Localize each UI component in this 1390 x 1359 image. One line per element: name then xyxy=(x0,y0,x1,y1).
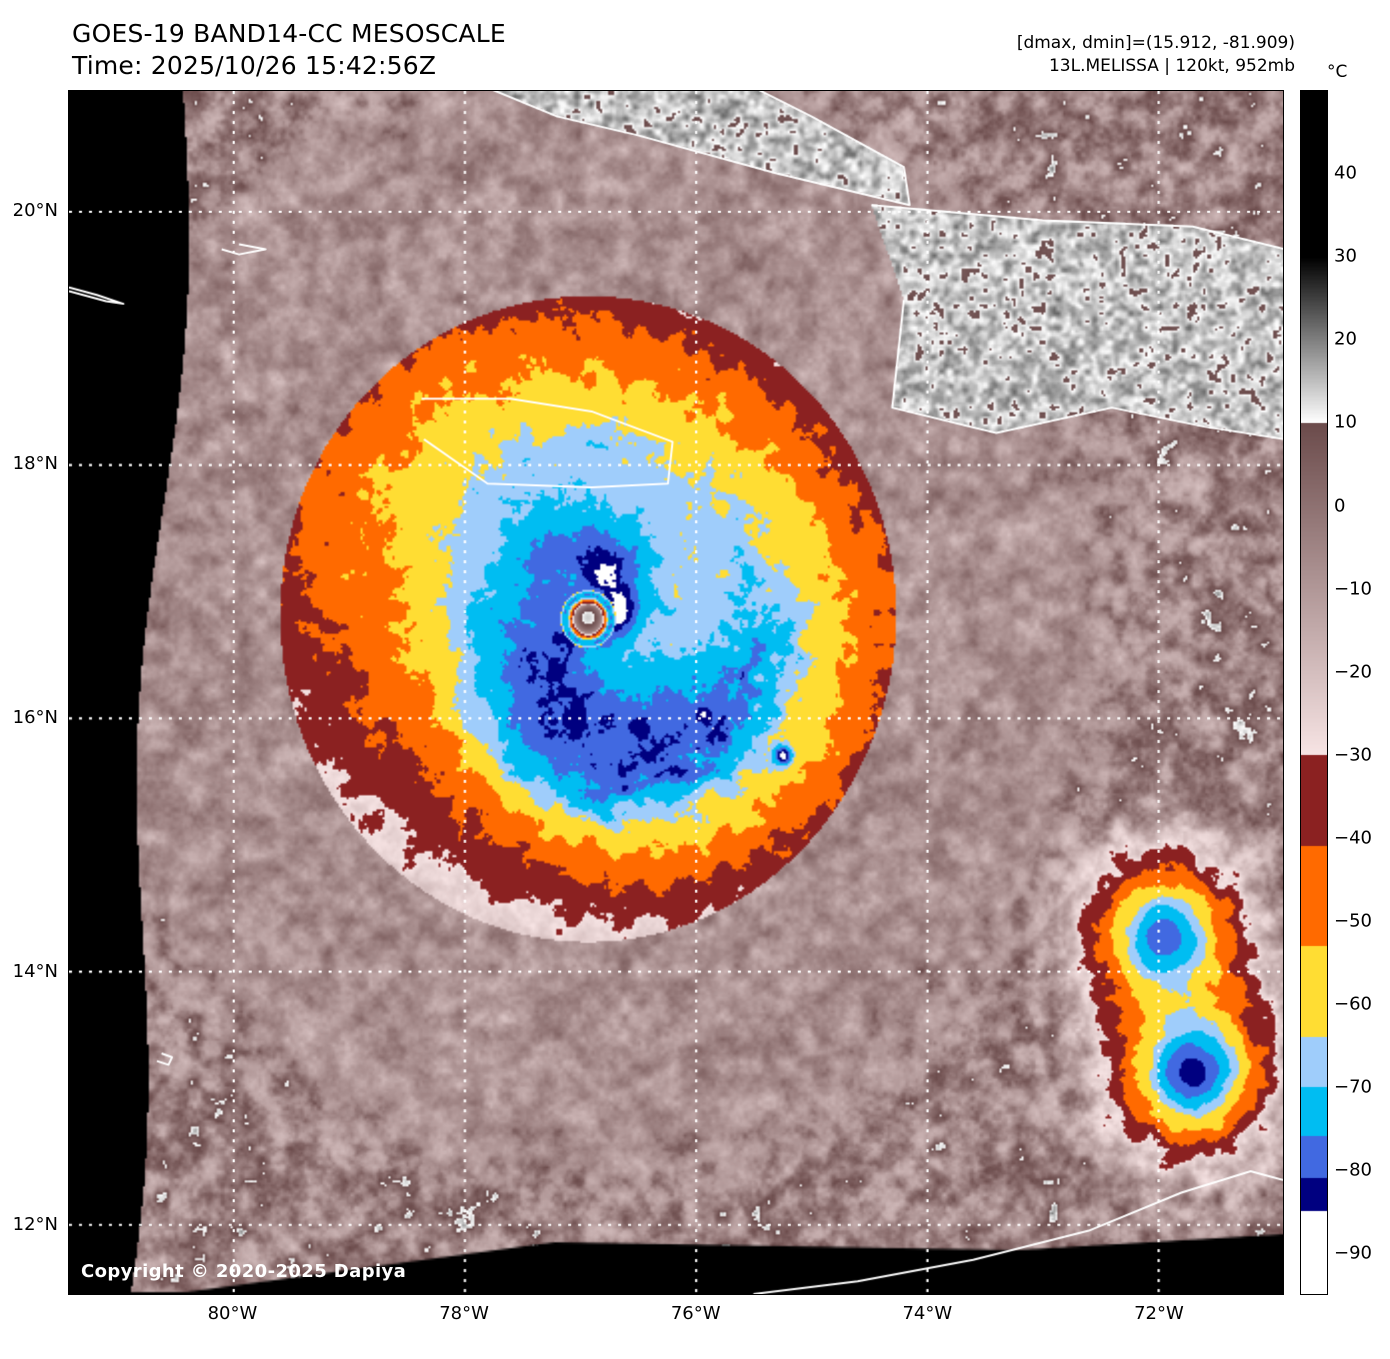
storm-info-label: 13L.MELISSA | 120kt, 952mb xyxy=(1048,56,1295,76)
colorbar-tick-5: −10 xyxy=(1334,578,1372,600)
x-axis-tick-0: 80°W xyxy=(207,1303,258,1324)
y-axis-tick-label: 16°N xyxy=(12,706,58,728)
colorbar[interactable] xyxy=(1300,90,1328,1295)
page-title: GOES-19 BAND14-CC MESOSCALE xyxy=(72,19,506,48)
x-axis-tick-4: 72°W xyxy=(1134,1303,1184,1324)
grid-and-coastline-overlay xyxy=(69,91,1283,1294)
satellite-image-plot[interactable]: Copyright © 2020-2025 Dapiya xyxy=(68,90,1284,1295)
colorbar-tick-9: −50 xyxy=(1334,910,1372,932)
x-axis-tick-2: 76°W xyxy=(670,1303,721,1324)
colorbar-unit-label: °C xyxy=(1327,62,1348,82)
colorbar-tick-4: 0 xyxy=(1334,495,1346,517)
colorbar-tick-11: −70 xyxy=(1334,1076,1372,1098)
colorbar-tick-8: −40 xyxy=(1334,827,1372,849)
x-axis-tick-3: 74°W xyxy=(902,1303,953,1324)
timestamp-label: Time: 2025/10/26 15:42:56Z xyxy=(72,51,437,80)
dmax-dmin-label: [dmax, dmin]=(15.912, -81.909) xyxy=(1016,33,1295,53)
metadata-block: [dmax, dmin]=(15.912, -81.909) 13L.MELIS… xyxy=(1017,32,1295,78)
colorbar-tick-12: −80 xyxy=(1334,1159,1372,1181)
y-axis-tick-label: 20°N xyxy=(12,199,58,221)
colorbar-canvas xyxy=(1301,91,1327,1294)
colorbar-tick-6: −20 xyxy=(1334,661,1372,683)
colorbar-tick-1: 30 xyxy=(1334,245,1357,267)
title-block: GOES-19 BAND14-CC MESOSCALE Time: 2025/1… xyxy=(72,18,506,82)
colorbar-tick-2: 20 xyxy=(1334,328,1357,350)
y-axis-tick-label: 12°N xyxy=(12,1214,58,1236)
colorbar-tick-0: 40 xyxy=(1334,162,1357,184)
y-axis-tick-label: 18°N xyxy=(12,453,58,475)
y-axis-tick-label: 14°N xyxy=(12,960,58,982)
colorbar-tick-10: −60 xyxy=(1334,993,1372,1015)
colorbar-tick-3: 10 xyxy=(1334,411,1357,433)
copyright-label: Copyright © 2020-2025 Dapiya xyxy=(81,1261,407,1282)
x-axis-tick-1: 78°W xyxy=(439,1303,489,1324)
colorbar-tick-7: −30 xyxy=(1334,744,1372,766)
colorbar-tick-13: −90 xyxy=(1334,1242,1372,1264)
